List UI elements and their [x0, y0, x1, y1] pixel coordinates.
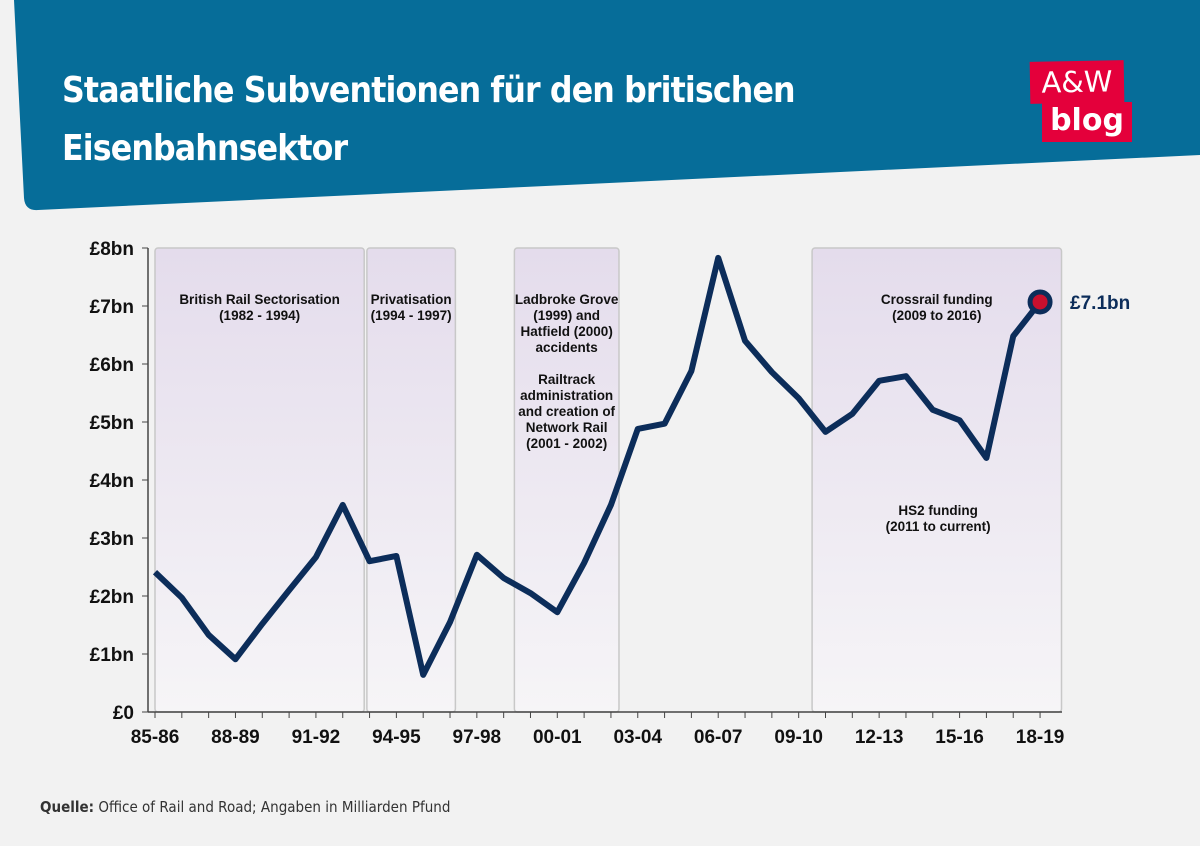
annotation-label: (2011 to current) — [886, 519, 991, 534]
x-tick-label: 00-01 — [533, 727, 582, 748]
y-tick-label: £8bn — [90, 239, 134, 260]
period-label: administration — [520, 388, 613, 403]
source-note: Quelle: Office of Rail and Road; Angaben… — [40, 798, 450, 816]
period-label: (2001 - 2002) — [526, 436, 607, 451]
y-tick-label: £0 — [113, 703, 134, 724]
series-line — [152, 254, 1043, 678]
source-label: Quelle: — [40, 798, 95, 816]
period-label: (1994 - 1997) — [371, 308, 452, 323]
period-label: (1999) and — [533, 308, 600, 323]
y-tick-label: £7bn — [90, 297, 134, 318]
period-label: (1982 - 1994) — [219, 308, 300, 323]
x-tick-label: 09-10 — [774, 727, 823, 748]
y-tick-label: £4bn — [90, 471, 134, 492]
header-banner — [14, 0, 1200, 211]
x-tick-label: 94-95 — [372, 727, 421, 748]
period-label: British Rail Sectorisation — [179, 292, 340, 307]
y-tick-label: £3bn — [90, 529, 134, 550]
y-tick-label: £5bn — [90, 413, 134, 434]
title-line-2: Eisenbahnsektor — [62, 128, 348, 169]
x-tick-label: 97-98 — [453, 727, 502, 748]
logo-blog: blog — [1042, 102, 1132, 142]
x-tick-label: 03-04 — [613, 727, 662, 748]
period-label: Ladbroke Grove — [515, 292, 619, 307]
x-tick-label: 12-13 — [855, 727, 904, 748]
end-value-label: £7.1bn — [1070, 293, 1130, 314]
y-tick-label: £1bn — [90, 645, 134, 666]
x-tick-label: 06-07 — [694, 727, 743, 748]
x-tick-label: 18-19 — [1016, 727, 1065, 748]
page-title: Staatliche Subventionen für den britisch… — [62, 62, 854, 178]
x-tick-label: 85-86 — [131, 727, 180, 748]
period-label: (2009 to 2016) — [892, 308, 981, 323]
x-tick-label: 88-89 — [211, 727, 260, 748]
period-label: Privatisation — [371, 292, 452, 307]
y-tick-label: £6bn — [90, 355, 134, 376]
end-marker — [1027, 289, 1053, 315]
period-label: Railtrack — [538, 372, 596, 387]
title-line-1: Staatliche Subventionen für den britisch… — [62, 70, 796, 111]
period-label: and creation of — [518, 404, 615, 419]
period-label: Crossrail funding — [881, 292, 993, 307]
y-tick-label: £2bn — [90, 587, 134, 608]
source-text: Office of Rail and Road; Angaben in Mill… — [94, 798, 451, 816]
x-tick-label: 15-16 — [935, 727, 984, 748]
period-label: accidents — [536, 340, 598, 355]
period-label: Hatfield (2000) — [521, 324, 613, 339]
annotation-label: HS2 funding — [898, 503, 978, 518]
period-label: Network Rail — [526, 420, 608, 435]
x-tick-label: 91-92 — [292, 727, 341, 748]
